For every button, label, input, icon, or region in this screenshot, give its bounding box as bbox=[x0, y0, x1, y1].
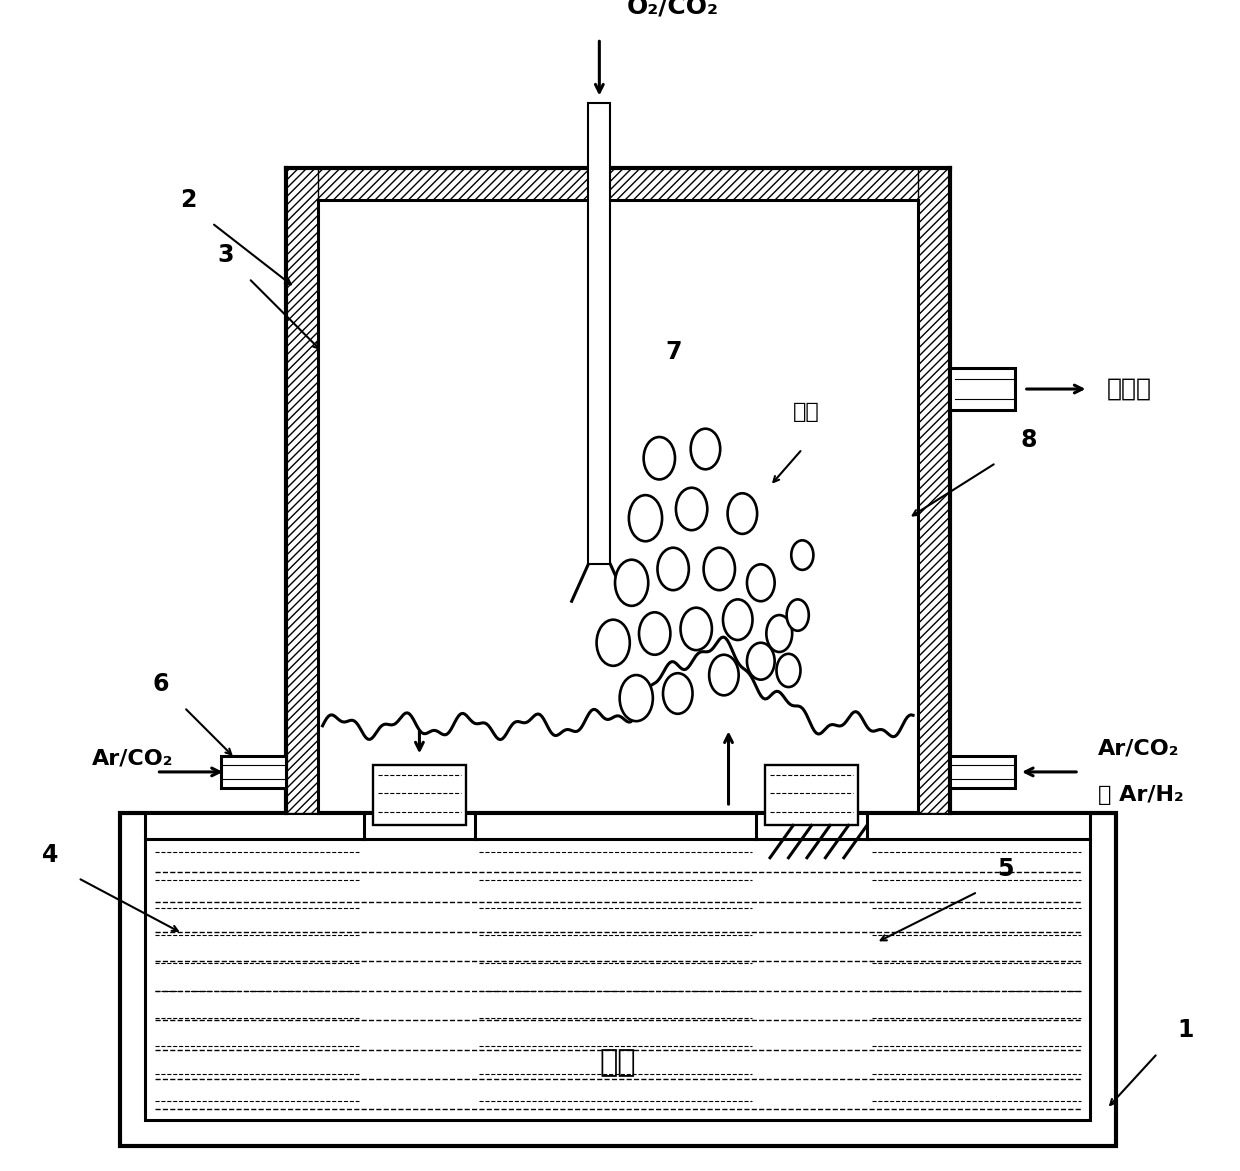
Ellipse shape bbox=[709, 655, 739, 696]
Ellipse shape bbox=[663, 673, 692, 714]
Ellipse shape bbox=[723, 600, 753, 641]
Ellipse shape bbox=[639, 612, 671, 655]
Bar bbox=[588, 103, 610, 564]
Ellipse shape bbox=[728, 493, 758, 534]
Text: 钗水: 钗水 bbox=[600, 1048, 636, 1077]
Ellipse shape bbox=[620, 674, 652, 721]
Text: 1: 1 bbox=[1177, 1019, 1193, 1042]
Ellipse shape bbox=[691, 429, 720, 470]
Text: 6: 6 bbox=[153, 672, 170, 697]
Text: 抚真空: 抚真空 bbox=[1107, 377, 1152, 400]
Text: 4: 4 bbox=[42, 843, 58, 867]
Bar bbox=[221, 755, 285, 788]
Ellipse shape bbox=[615, 560, 649, 605]
Ellipse shape bbox=[629, 495, 662, 541]
Ellipse shape bbox=[791, 540, 813, 570]
Text: 8: 8 bbox=[1021, 427, 1037, 452]
Bar bbox=[765, 766, 858, 826]
Text: O₂/CO₂: O₂/CO₂ bbox=[627, 0, 719, 18]
Text: 3: 3 bbox=[217, 244, 234, 267]
Bar bbox=[950, 755, 1014, 788]
Text: Ar/CO₂: Ar/CO₂ bbox=[1097, 739, 1179, 759]
Bar bbox=[285, 167, 950, 200]
Text: 5: 5 bbox=[997, 857, 1013, 881]
Text: 或 Ar/H₂: 或 Ar/H₂ bbox=[1097, 785, 1183, 804]
Text: 气泡: 气泡 bbox=[794, 402, 820, 422]
Bar bbox=[145, 814, 1090, 1119]
Bar bbox=[950, 368, 1014, 410]
Ellipse shape bbox=[776, 653, 801, 687]
Bar bbox=[119, 814, 1116, 1145]
Ellipse shape bbox=[766, 615, 792, 652]
Ellipse shape bbox=[703, 548, 735, 590]
Text: 2: 2 bbox=[181, 187, 197, 212]
Text: 7: 7 bbox=[665, 340, 682, 364]
Ellipse shape bbox=[786, 600, 808, 631]
Ellipse shape bbox=[657, 548, 689, 590]
Ellipse shape bbox=[681, 608, 712, 650]
Bar bbox=[918, 167, 950, 814]
Ellipse shape bbox=[596, 619, 630, 666]
Ellipse shape bbox=[676, 488, 707, 530]
Ellipse shape bbox=[746, 564, 775, 601]
Bar bbox=[373, 766, 465, 826]
Text: Ar/CO₂: Ar/CO₂ bbox=[92, 748, 174, 768]
Bar bbox=[285, 167, 317, 814]
Ellipse shape bbox=[644, 437, 675, 479]
Ellipse shape bbox=[746, 643, 775, 679]
